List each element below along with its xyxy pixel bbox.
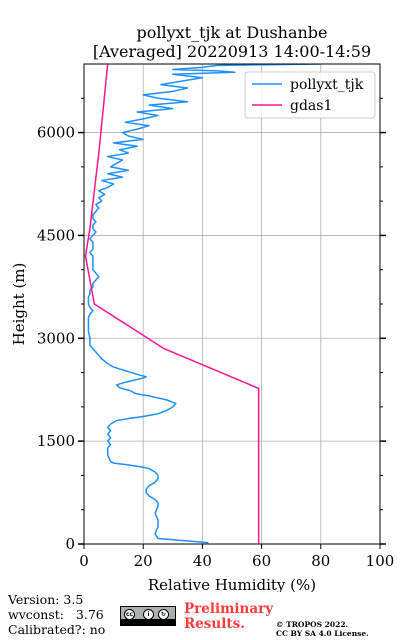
cc-by-sa-logo: cc i ↻ <box>120 606 176 626</box>
calibrated-text: Calibrated?: no <box>8 622 106 637</box>
y-tick-label-2: 3000 <box>37 329 75 347</box>
legend-label-gdas1: gdas1 <box>290 98 332 114</box>
series-line-gdas1 <box>84 64 260 544</box>
x-tick-label-0: 0 <box>79 552 89 570</box>
x-tick-label-2: 40 <box>193 552 212 570</box>
preliminary-line-2: Results. <box>184 616 245 632</box>
y-tick-label-4: 6000 <box>37 124 75 142</box>
wvconst-text: wvconst: 3.76 <box>8 607 104 622</box>
x-tick-label-3: 60 <box>252 552 271 570</box>
version-text: Version: 3.5 <box>8 592 84 607</box>
y-tick-label-1: 1500 <box>37 432 75 450</box>
axis-ticks: 0 20 40 60 80 100 0 1500 3000 4500 6000 <box>37 97 395 570</box>
plot-area <box>84 64 321 544</box>
copyright-text: © TROPOS 2022. <box>276 620 349 629</box>
processing-metadata: Version: 3.5 wvconst: 3.76 Calibrated?: … <box>8 592 105 637</box>
chart-figure: pollyxt_tjk at Dushanbe [Averaged] 20220… <box>10 23 395 592</box>
x-tick-label-4: 80 <box>311 552 330 570</box>
chart-title: pollyxt_tjk at Dushanbe <box>136 23 327 42</box>
license-text: CC BY SA 4.0 License. <box>276 629 369 638</box>
legend: pollyxt_tjk gdas1 <box>244 71 376 119</box>
preliminary-notice: Preliminary Results. <box>184 602 273 632</box>
chart-subtitle: [Averaged] 20220913 14:00-14:59 <box>93 42 371 61</box>
legend-label-pollyxt: pollyxt_tjk <box>290 77 364 93</box>
y-tick-label-3: 4500 <box>37 226 75 244</box>
y-axis-label: Height (m) <box>10 263 28 346</box>
license-notice: © TROPOS 2022. CC BY SA 4.0 License. <box>276 620 369 638</box>
series-line-pollyxt_tjk <box>87 64 321 544</box>
x-tick-label-1: 20 <box>134 552 153 570</box>
y-tick-label-0: 0 <box>65 535 75 553</box>
preliminary-line-1: Preliminary <box>184 601 274 617</box>
x-tick-label-5: 100 <box>366 552 395 570</box>
x-axis-label: Relative Humidity (%) <box>148 576 316 592</box>
